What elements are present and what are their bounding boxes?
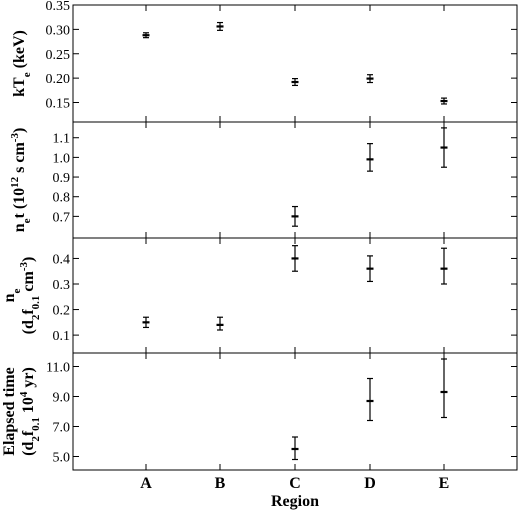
data-point-a-panel-1 bbox=[142, 32, 150, 39]
category-label-a: A bbox=[140, 475, 152, 492]
panel-3-ytick-label: 0.1 bbox=[53, 329, 71, 344]
panel-4-y-axis-title-line-1: Elapsed time bbox=[1, 367, 18, 455]
panel-4-ytick-label: 5.0 bbox=[53, 451, 71, 466]
data-point-b-panel-3 bbox=[216, 316, 224, 331]
data-point-d-panel-3 bbox=[366, 255, 374, 283]
panel-3-ytick-label: 0.2 bbox=[53, 304, 71, 319]
panel-1-y-axis-title: kTe (keV) bbox=[11, 30, 33, 97]
panel-2-ytick-label: 0.9 bbox=[53, 171, 71, 186]
panel-4-ytick-label: 11.0 bbox=[46, 361, 70, 376]
data-point-d-panel-2 bbox=[366, 143, 374, 172]
panel-3-y-axis-title-line-2: (d2f0.1 cm-3) bbox=[18, 257, 42, 335]
panel-1-ytick-label: 0.35 bbox=[46, 0, 71, 14]
category-label-e: E bbox=[439, 475, 450, 492]
panel-3-y-axis-title-line-1: ne bbox=[1, 288, 23, 302]
x-axis-title: Region bbox=[271, 493, 319, 510]
panel-2-ytick-label: 1.1 bbox=[53, 132, 71, 147]
category-label-d: D bbox=[364, 475, 376, 492]
data-point-c-panel-3 bbox=[291, 245, 299, 272]
panel-2-ytick-label: 0.7 bbox=[53, 210, 71, 225]
panel-1-ytick-label: 0.25 bbox=[46, 48, 71, 63]
panel-4-ytick-label: 7.0 bbox=[53, 421, 71, 436]
data-point-c-panel-1 bbox=[291, 78, 299, 87]
data-point-e-panel-1 bbox=[440, 97, 448, 105]
category-label-b: B bbox=[215, 475, 226, 492]
panel-1-frame bbox=[72, 4, 518, 123]
data-point-d-panel-1 bbox=[366, 74, 374, 84]
panel-1-ytick-label: 0.15 bbox=[46, 97, 71, 112]
panel-4-y-axis-title-line-2: (d2f0.1 104 yr) bbox=[18, 367, 42, 456]
panel-4-ytick-label: 9.0 bbox=[53, 391, 71, 406]
panel-1-ytick-label: 0.30 bbox=[46, 23, 71, 38]
data-point-e-panel-2 bbox=[440, 127, 448, 168]
data-point-e-panel-3 bbox=[440, 247, 448, 285]
data-point-b-panel-1 bbox=[216, 21, 224, 31]
data-point-d-panel-4 bbox=[366, 377, 374, 422]
panel-2-ytick-label: 1.0 bbox=[53, 151, 71, 166]
panel-3-ytick-label: 0.4 bbox=[53, 252, 71, 267]
data-point-a-panel-3 bbox=[142, 316, 150, 329]
data-point-e-panel-4 bbox=[440, 358, 448, 419]
category-label-c: C bbox=[289, 475, 301, 492]
data-point-c-panel-4 bbox=[291, 436, 299, 461]
data-point-c-panel-2 bbox=[291, 205, 299, 227]
panel-1-ytick-label: 0.20 bbox=[46, 72, 71, 87]
panel-2-ytick-label: 0.8 bbox=[53, 191, 71, 206]
panel-2-y-axis-title: net (1012 s cm-3) bbox=[9, 128, 33, 233]
panel-3-ytick-label: 0.3 bbox=[53, 278, 71, 293]
